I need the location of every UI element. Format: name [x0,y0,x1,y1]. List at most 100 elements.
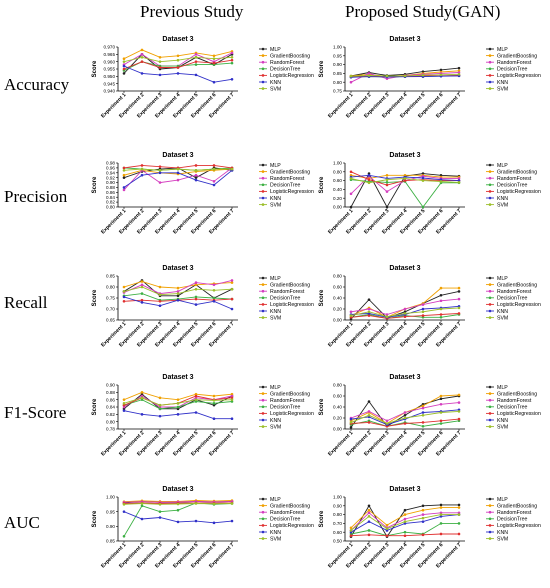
legend-label: MLP [270,47,281,53]
series-line-decisiontree [350,179,459,208]
y-tick-label: 0.80 [333,512,342,517]
data-point-gradientboosting [158,55,162,59]
data-point-svm [194,287,198,291]
data-point-gradientboosting [158,396,162,400]
legend-label: KNN [270,530,281,536]
chart-auc-prev: Dataset 30.850.900.951.00ScoreExperiment… [92,486,314,569]
data-point-knn [176,413,180,416]
y-tick-label: 0.50 [333,539,342,544]
data-point-svm [158,60,162,63]
data-point-logisticregression [403,534,407,538]
y-tick-label: 0.70 [333,521,342,526]
data-point-logisticregression [194,394,198,398]
data-point-svm [194,398,198,401]
legend-marker [488,510,492,514]
legend-marker [488,497,492,501]
legend-marker [261,504,265,507]
chart-rec-prev: Dataset 30.650.700.750.800.85ScoreExperi… [92,265,314,348]
data-point-decisiontree [439,522,443,525]
data-point-gradientboosting [439,286,443,290]
data-point-gradientboosting [439,506,443,509]
y-tick-label: 0.95 [333,53,342,58]
data-point-decisiontree [194,400,198,403]
legend-marker [488,517,492,521]
y-axis-label: Score [319,60,325,77]
legend-label: LogisticRegression [270,302,314,308]
data-point-gradientboosting [421,404,425,408]
legend-marker [488,170,492,173]
data-point-logisticregression [421,421,425,424]
data-point-gradientboosting [140,280,144,283]
legend-marker [261,67,265,71]
data-point-logisticregression [230,396,234,400]
data-point-gradientboosting [122,173,126,177]
data-point-logisticregression [421,314,425,317]
legend-marker [488,425,492,428]
data-point-randomforest [230,51,234,55]
legend-label: DecisionTree [270,517,300,523]
data-point-gradientboosting [176,54,180,58]
legend-label: DecisionTree [497,517,527,523]
y-tick-label: 0.85 [106,274,115,279]
data-point-knn [140,413,144,416]
data-point-logisticregression [403,179,407,182]
data-point-decisiontree [176,405,180,409]
data-point-svm [457,513,461,516]
data-point-svm [367,181,371,185]
chart-title: Dataset 3 [162,374,193,381]
data-point-mlp [403,508,407,512]
y-tick-label: 0.60 [333,394,342,399]
y-tick-label: 0.96 [106,165,115,170]
y-tick-label: 0.970 [104,45,116,50]
data-point-mlp [403,413,407,417]
legend-label: DecisionTree [270,67,300,73]
legend-label: DecisionTree [270,183,300,189]
legend-label: GradientBoosting [497,391,537,397]
data-point-gradientboosting [194,392,198,396]
data-point-randomforest [439,299,443,303]
chart-title: Dataset 3 [162,265,193,272]
legend-label: DecisionTree [270,296,300,302]
data-point-randomforest [367,307,371,311]
legend-marker [261,530,265,534]
data-point-logisticregression [439,313,443,316]
data-point-randomforest [194,173,198,177]
data-point-svm [122,290,126,293]
legend-label: LogisticRegression [270,523,314,529]
data-point-logisticregression [158,66,162,69]
y-tick-label: 0.84 [106,405,115,410]
legend-label: RandomForest [270,510,305,516]
y-tick-label: 0.60 [333,178,342,183]
chart-title: Dataset 3 [389,265,420,272]
data-point-decisiontree [158,510,162,513]
data-point-gradientboosting [439,394,443,398]
data-point-randomforest [194,396,198,400]
data-point-gradientboosting [367,508,371,512]
data-point-decisiontree [212,296,216,300]
y-tick-label: 0.95 [106,509,115,514]
data-point-gradientboosting [457,506,461,509]
legend-marker [261,425,265,428]
legend-marker [261,392,265,395]
y-tick-label: 0.88 [106,390,115,395]
data-point-svm [212,289,216,292]
data-point-mlp [194,176,198,179]
y-tick-label: 0.75 [333,89,342,94]
legend-marker [261,190,265,193]
data-point-svm [421,516,425,520]
legend-marker [488,412,492,415]
legend-label: LogisticRegression [497,73,541,79]
data-point-randomforest [230,394,234,398]
legend-marker [261,87,265,90]
data-point-knn [212,80,216,84]
y-tick-label: 0.80 [106,419,115,424]
legend-label: SVM [270,86,281,92]
series-line-mlp [123,53,233,74]
data-point-svm [122,60,126,63]
data-point-knn [194,73,198,77]
data-point-svm [140,167,144,171]
legend-marker [261,497,265,501]
data-point-svm [385,315,389,319]
data-point-randomforest [176,178,180,182]
data-point-gradientboosting [457,393,461,397]
